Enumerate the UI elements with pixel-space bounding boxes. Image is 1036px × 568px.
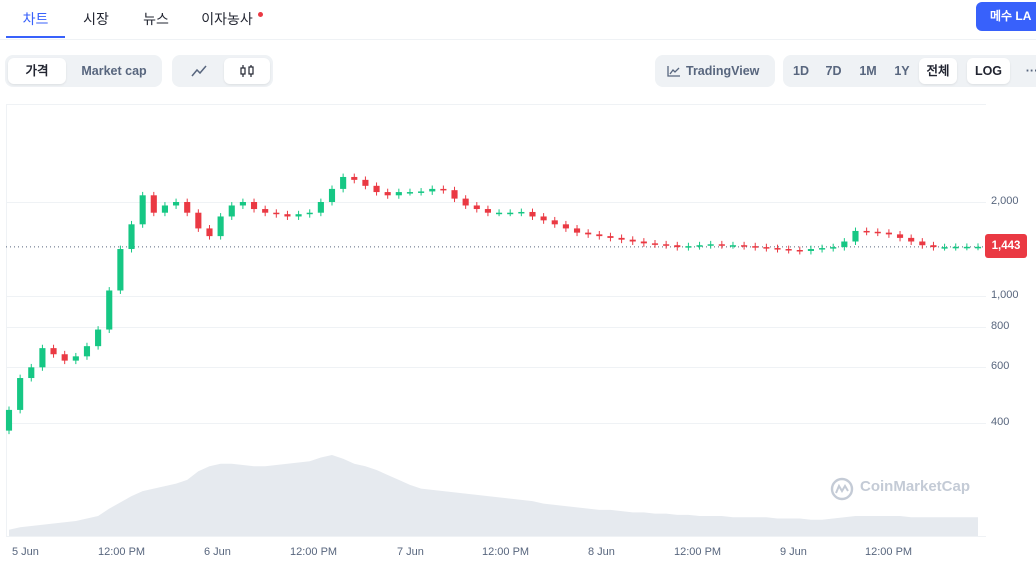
x-tick-label: 12:00 PM: [865, 546, 913, 558]
tab-yield-farming[interactable]: 이자농사: [201, 11, 253, 27]
y-tick-label: 2,000: [991, 195, 1019, 207]
buy-button[interactable]: 메수 LA: [976, 2, 1036, 31]
candlestick-icon: [240, 65, 254, 77]
x-tick-label: 12:00 PM: [98, 546, 146, 558]
candlestick-button[interactable]: [224, 58, 270, 84]
gridline-600: [6, 367, 986, 368]
more-options-button[interactable]: ···: [1025, 64, 1036, 78]
range-1y-button[interactable]: 1Y: [894, 64, 910, 78]
time-range-group: 1D 7D 1M 1Y 전체 LOG ···: [783, 55, 1036, 87]
x-tick-label: 5 Jun: [12, 546, 39, 558]
price-chart-area[interactable]: [6, 104, 986, 537]
gridline-800: [6, 327, 986, 328]
y-tick-label: 600: [991, 360, 1010, 372]
x-tick-label: 12:00 PM: [482, 546, 530, 558]
tab-chart[interactable]: 차트: [6, 0, 65, 38]
tradingview-label: TradingView: [686, 64, 760, 78]
tab-markets[interactable]: 시장: [83, 11, 109, 27]
chart-type-group: [172, 55, 273, 87]
x-tick-label: 8 Jun: [588, 546, 615, 558]
y-tick-label: 400: [991, 416, 1010, 428]
y-tick-label: 800: [991, 320, 1010, 332]
tradingview-button[interactable]: TradingView: [655, 55, 775, 87]
range-7d-button[interactable]: 7D: [825, 64, 842, 78]
gridline-2000: [6, 202, 986, 203]
coinmarketcap-watermark: CoinMarketCap: [860, 478, 971, 495]
trend-chart-icon: [667, 66, 680, 77]
x-tick-label: 7 Jun: [397, 546, 424, 558]
top-tab-bar: 차트 시장 뉴스 이자농사: [0, 0, 1036, 40]
range-all-button[interactable]: 전체: [919, 58, 957, 84]
range-1m-button[interactable]: 1M: [859, 64, 877, 78]
x-tick-label: 6 Jun: [204, 546, 231, 558]
price-toggle-button[interactable]: 가격: [8, 58, 66, 84]
tab-notification-dot: [258, 12, 263, 17]
line-chart-button[interactable]: [175, 58, 223, 84]
market-cap-toggle-button[interactable]: Market cap: [81, 64, 147, 78]
gridline-1000: [6, 296, 986, 297]
view-toggle-group: 가격 Market cap: [5, 55, 162, 87]
line-chart-icon: [191, 65, 207, 77]
current-price-badge: 1,443: [985, 234, 1027, 258]
y-tick-label: 1,000: [991, 289, 1019, 301]
log-scale-button[interactable]: LOG: [967, 58, 1010, 84]
x-tick-label: 9 Jun: [780, 546, 807, 558]
range-1d-button[interactable]: 1D: [793, 64, 809, 78]
gridline-400: [6, 423, 986, 424]
tab-news[interactable]: 뉴스: [143, 11, 169, 27]
coinmarketcap-logo-icon: [830, 477, 854, 501]
x-tick-label: 12:00 PM: [674, 546, 722, 558]
x-tick-label: 12:00 PM: [290, 546, 338, 558]
